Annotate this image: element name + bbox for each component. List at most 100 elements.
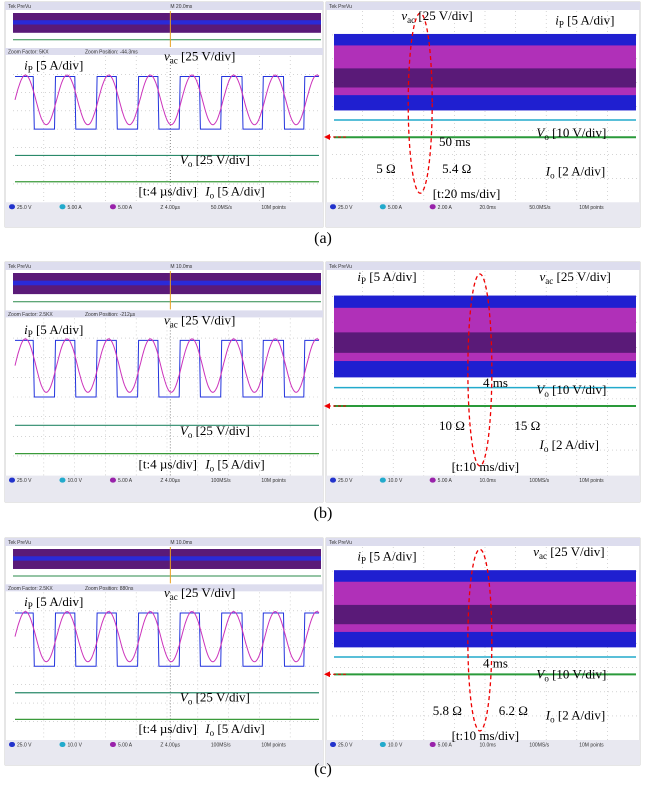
readout-text: 5.00 A	[438, 743, 453, 749]
readout-text: 50.0MS/s	[211, 205, 233, 211]
subscript: ac	[539, 551, 547, 561]
overview-band	[13, 281, 321, 286]
channel-chip	[9, 478, 15, 483]
readout-text: 100MS/s	[529, 478, 549, 484]
readout-text: 100MS/s	[529, 743, 549, 749]
scale: [t:10 ms/div]	[452, 728, 520, 743]
scale: [t:4 µs/div]	[139, 184, 197, 199]
scale: [5 A/div]	[366, 549, 417, 564]
scale: 50 ms	[439, 134, 470, 149]
scale: [25 V/div]	[547, 544, 605, 559]
scale: [10 V/div]	[549, 667, 607, 682]
annotation: 15 Ω	[514, 418, 540, 433]
scale: [t:10 ms/div]	[452, 459, 520, 474]
timebase: M 10.0ms	[170, 264, 192, 270]
annotation: [t:4 µs/div]	[139, 184, 197, 199]
overview-band	[13, 556, 321, 560]
scale: [25 V/div]	[192, 152, 250, 167]
readout-text: 100MS/s	[211, 743, 231, 749]
header-text: Tek PreVu	[8, 264, 31, 270]
annotation: iP [5 A/div]	[555, 13, 614, 30]
annotation: iP [5 A/div]	[24, 594, 83, 611]
scale: 15 Ω	[514, 418, 540, 433]
scale: 5.4 Ω	[442, 161, 471, 176]
scale: [2 A/div]	[555, 163, 606, 178]
header	[326, 2, 640, 10]
readout-text: Z 4.00µs	[160, 478, 180, 484]
scale: 6.2 Ω	[499, 703, 528, 718]
readout-text: 25.0 V	[338, 205, 353, 211]
channel-chip	[110, 478, 116, 483]
annotation: Io [2 A/div]	[545, 163, 605, 180]
caption: (c)	[314, 761, 332, 778]
channel-chip	[110, 204, 116, 209]
scale: [5 A/div]	[564, 13, 615, 28]
annotation: iP [5 A/div]	[357, 269, 416, 286]
subscript: ac	[407, 15, 415, 25]
channel-chip	[9, 742, 15, 747]
annotation: iP [5 A/div]	[24, 322, 83, 339]
timebase: M 10.0ms	[170, 540, 192, 546]
overview-band	[13, 20, 321, 24]
annotation: [t:4 µs/div]	[139, 721, 197, 736]
channel-chip	[380, 742, 386, 747]
annotation: Io [5 A/div]	[204, 721, 264, 738]
scale: 4 ms	[483, 655, 508, 670]
readout-text: Z 4.00µs	[160, 205, 180, 211]
scale: 10 Ω	[439, 418, 465, 433]
channel-chip	[330, 478, 336, 483]
header-text: Tek PreVu	[8, 540, 31, 546]
header-text: Tek PreVu	[329, 4, 352, 10]
scale: [t:4 µs/div]	[139, 721, 197, 736]
scale: [5 A/div]	[33, 58, 84, 73]
channel-chip	[430, 742, 436, 747]
annotation: 5.8 Ω	[433, 703, 462, 718]
scale: 5.8 Ω	[433, 703, 462, 718]
readout-text: 10.0 V	[67, 743, 82, 749]
header	[5, 262, 323, 270]
annotation: 50 ms	[439, 134, 470, 149]
scale: [5 A/div]	[214, 456, 265, 471]
annotation: [t:20 ms/div]	[433, 186, 501, 201]
readout-text: 20.0ms	[480, 205, 497, 211]
annotation: Io [2 A/div]	[545, 708, 605, 725]
channel-chip	[59, 742, 65, 747]
readout-text: 5.00 A	[118, 743, 133, 749]
overlap-band	[334, 605, 636, 624]
overlap-band	[334, 68, 636, 87]
readout-text: 10.0 V	[388, 743, 403, 749]
readout-text: 10.0ms	[480, 743, 497, 749]
zoom-factor: Zoom Factor: 5KX	[8, 50, 49, 56]
zoom-position: Zoom Position: -212µs	[85, 312, 136, 318]
annotation: [t:10 ms/div]	[452, 728, 520, 743]
readout-text: 25.0 V	[17, 743, 32, 749]
readout-text: 10.0 V	[388, 478, 403, 484]
readout-text: 5.00 A	[118, 205, 133, 211]
zoom-factor: Zoom Factor: 2.5KX	[8, 312, 53, 318]
readout-text: 2.00 A	[438, 205, 453, 211]
readout-text: 25.0 V	[338, 743, 353, 749]
annotation: Io [2 A/div]	[539, 437, 599, 454]
annotation: iP [5 A/div]	[357, 549, 416, 566]
scale: [25 V/div]	[178, 49, 236, 64]
scale: [10 V/div]	[549, 125, 607, 140]
scale: [5 A/div]	[366, 269, 417, 284]
zoom-position: Zoom Position: 880ns	[85, 586, 134, 592]
subscript: ac	[545, 276, 553, 286]
header-text: Tek PreVu	[329, 264, 352, 270]
scale: [25 V/div]	[178, 585, 236, 600]
timebase: M 20.0ms	[170, 4, 192, 10]
scale: [25 V/div]	[178, 312, 236, 327]
scale: [t:4 µs/div]	[139, 456, 197, 471]
zoom-position: Zoom Position: -44.3ms	[85, 50, 138, 56]
readout-text: 100MS/s	[211, 478, 231, 484]
readout-text: 5.00 A	[67, 205, 82, 211]
readout-text: 5.00 A	[438, 478, 453, 484]
readout-text: 10.0 V	[67, 478, 82, 484]
annotation: 5 Ω	[376, 161, 395, 176]
readout-text: 5.00 A	[388, 205, 403, 211]
scale: [25 V/div]	[415, 8, 473, 23]
channel-chip	[430, 478, 436, 483]
readout-text: 10M points	[261, 743, 286, 749]
annotation: [t:10 ms/div]	[452, 459, 520, 474]
